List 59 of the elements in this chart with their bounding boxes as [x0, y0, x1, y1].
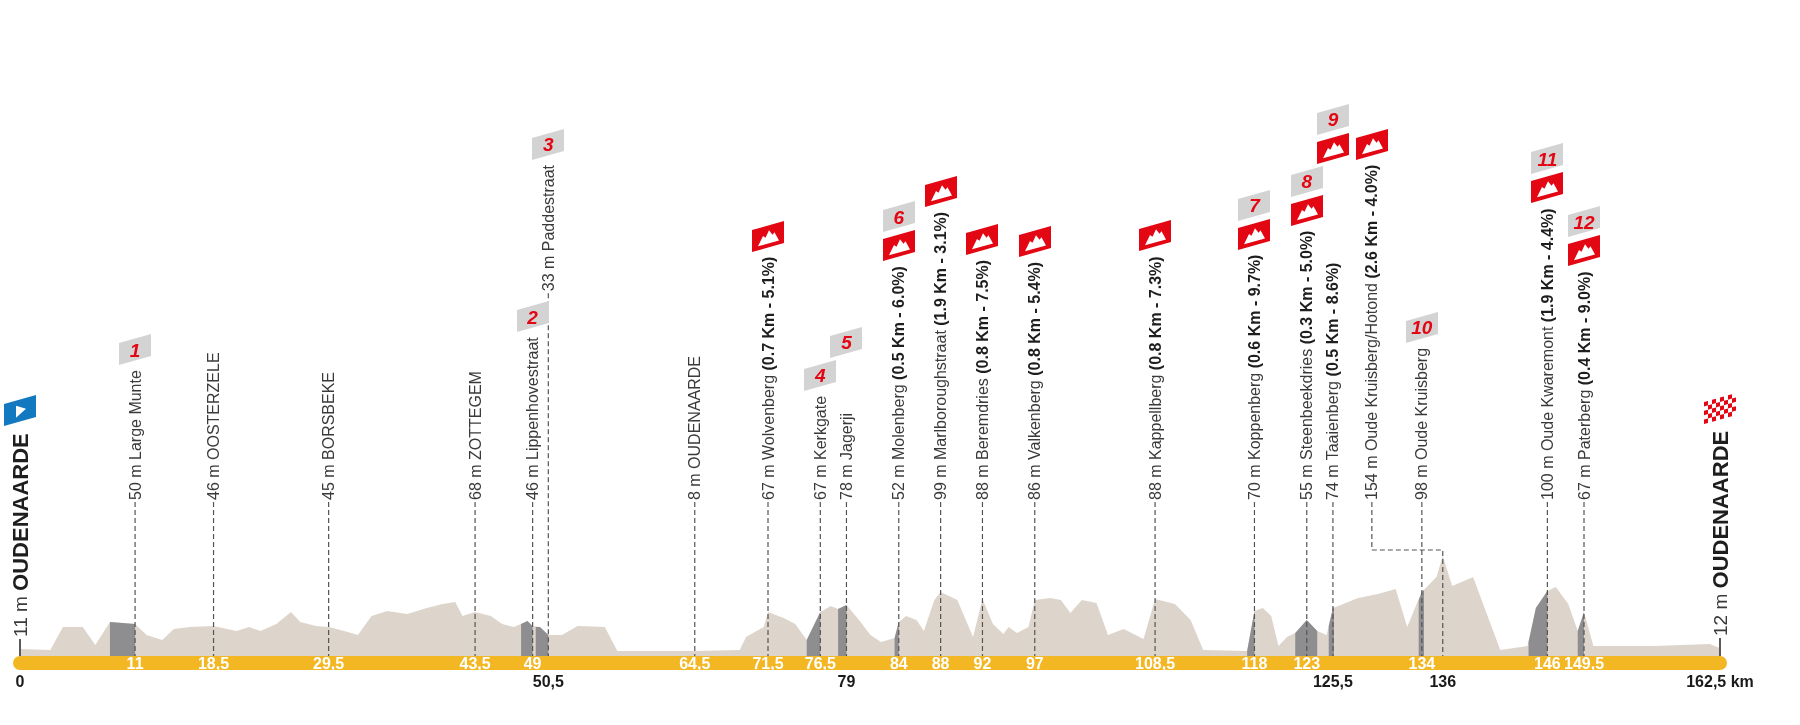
x-tick-label: 146	[1534, 654, 1561, 672]
x2-tick-label: 125,5	[1312, 672, 1354, 690]
ref-line-label: 12 m OUDENAARDE	[1707, 430, 1733, 636]
ref-line-label: 88 m Kappellberg (0.8 Km - 7.3%)	[1146, 256, 1164, 500]
x2-tick-label: 136	[1429, 672, 1457, 690]
x2-tick-label: 79	[837, 672, 856, 690]
ref-line-label: 70 m Koppenberg (0.6 Km - 9.7%)	[1245, 254, 1263, 500]
x-tick-label: 76,5	[804, 654, 836, 672]
x-tick-label: 43,5	[459, 654, 491, 672]
ref-line-label: 52 m Molenberg (0.5 Km - 6.0%)	[890, 266, 908, 500]
x-tick-label: 123	[1293, 654, 1321, 672]
ref-line-label: 88 m Beremdries (0.8 Km - 7.5%)	[973, 259, 991, 500]
x2-tick-label: 50,5	[532, 672, 564, 690]
text: 4	[815, 364, 826, 386]
x-tick-label: 97	[1025, 654, 1044, 672]
x-tick-label: 134	[1408, 654, 1436, 672]
ref-line-label: 33 m Paddestraat	[539, 164, 557, 292]
x-tick-label: 118	[1241, 654, 1268, 672]
ref-line-label: 98 m Oude Kruisberg	[1413, 347, 1431, 500]
text: 1	[129, 339, 141, 361]
ref-line-label: 78 m Jagerji	[837, 412, 855, 500]
ref-line-label: 55 m Steenbeekdries (0.3 Km - 5.0%)	[1298, 230, 1316, 500]
x-tick-label: 84	[889, 654, 908, 672]
ref-line-label: 86 m Valkenberg (0.8 Km - 5.4%)	[1026, 261, 1044, 500]
text: 9	[1327, 108, 1339, 130]
ref-line-label: 45 m BORSBEKE	[320, 371, 338, 500]
x-tick-label: 64,5	[679, 654, 711, 672]
x-tick-label: 108,5	[1135, 654, 1176, 672]
x-tick-label: 71,5	[752, 654, 784, 672]
x-tick-label: 149,5	[1563, 654, 1605, 672]
text: 6	[893, 206, 905, 228]
text: 5	[841, 331, 852, 353]
x-tick-label: 88	[931, 654, 950, 672]
x-tick-label: 29,5	[313, 654, 345, 672]
text: 3	[543, 133, 554, 155]
text: 2	[527, 306, 538, 328]
ref-line-label: 68 m ZOTTEGEM	[466, 371, 484, 500]
ref-line-label: 11 m OUDENAARDE	[7, 433, 33, 637]
ref-line-label: 8 m OUDENAARDE	[686, 355, 704, 500]
x-tick-label: 49	[523, 654, 542, 672]
ref-line-label: 67 m Paterberg (0.4 Km - 9.0%)	[1575, 271, 1593, 500]
ref-line-label: 154 m Oude Kruisberg/Hotond (2.6 Km - 4.0%)	[1363, 164, 1381, 500]
x-tick-label: 18,5	[197, 654, 230, 672]
text: 7	[1249, 194, 1260, 216]
text: 10	[1411, 316, 1433, 338]
ref-line-label: 67 m Wolvenberg (0.7 Km - 5.1%)	[759, 256, 777, 500]
x2-tick-label: 162,5 km	[1686, 672, 1754, 690]
ref-line-label: 46 m Lippenhovestraat	[524, 336, 542, 500]
ref-line-label: 99 m Marlboroughstraat (1.9 Km - 3.1%)	[932, 211, 950, 500]
ref-line-label: 67 m Kerkgate	[811, 395, 829, 500]
x-tick-label: 92	[973, 654, 992, 672]
text: 11	[1537, 148, 1558, 170]
ref-line-label: 74 m Taaienberg (0.5 Km - 8.6%)	[1324, 262, 1342, 500]
ref-line-label: 50 m Large Munte	[126, 370, 144, 500]
x-tick-label: 11	[126, 654, 144, 672]
x2-tick-label: 0	[15, 672, 25, 690]
ref-line-label: 100 m Oude Kwaremont (1.9 Km - 4.4%)	[1538, 208, 1556, 500]
text: 8	[1301, 170, 1313, 192]
ref-line-label: 46 m OOSTERZELE	[205, 352, 223, 500]
